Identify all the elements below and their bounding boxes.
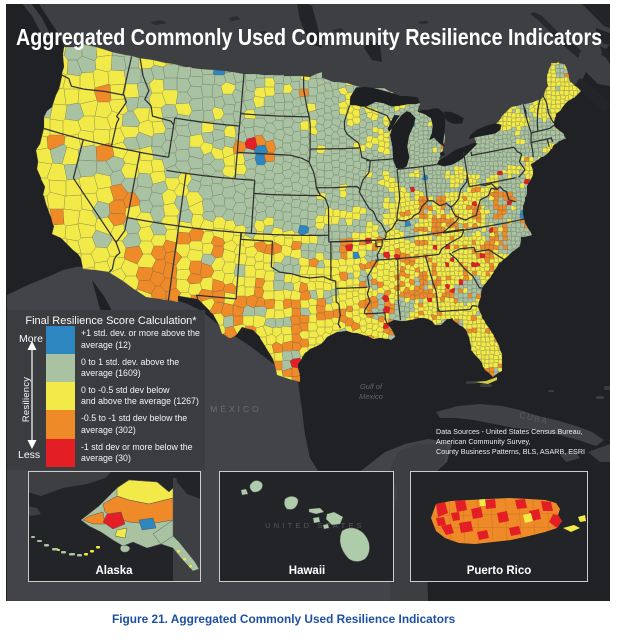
svg-text:Puerto Rico: Puerto Rico <box>467 565 532 577</box>
svg-text:UNITED STATES: UNITED STATES <box>265 521 365 530</box>
svg-text:Alaska: Alaska <box>95 565 133 577</box>
svg-text:Gulf of: Gulf of <box>360 382 383 391</box>
svg-text:Mexico: Mexico <box>359 392 383 401</box>
svg-text:MÉXICO: MÉXICO <box>210 404 262 414</box>
svg-text:Hawaii: Hawaii <box>289 565 325 577</box>
